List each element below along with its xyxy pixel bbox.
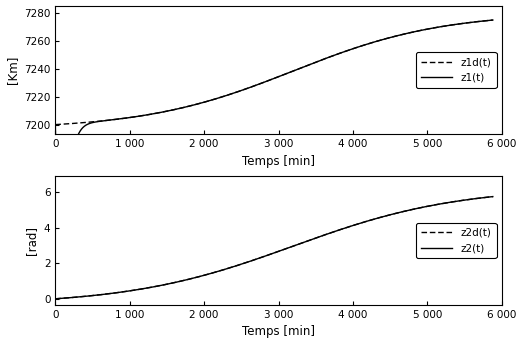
z2d(t)	[240, 262, 246, 266]
z1(t)	[240, 88, 246, 92]
z1d(t)	[455, 22, 461, 26]
Line: z1(t): z1(t)	[55, 20, 493, 264]
z1(t)	[260, 80, 266, 85]
z2d(t)	[52, 297, 58, 301]
X-axis label: Temps [min]: Temps [min]	[242, 155, 315, 168]
X-axis label: Temps [min]: Temps [min]	[242, 325, 315, 338]
z2(t)	[490, 195, 496, 199]
z1(t)	[57, 261, 63, 266]
Y-axis label: [rad]: [rad]	[25, 226, 38, 255]
Line: z2d(t): z2d(t)	[55, 197, 493, 299]
z2d(t)	[490, 195, 496, 199]
z2(t)	[236, 263, 242, 267]
z1d(t)	[240, 88, 246, 92]
z1(t)	[236, 89, 242, 93]
z1d(t)	[260, 80, 266, 85]
z1d(t)	[476, 19, 482, 23]
z1(t)	[52, 122, 58, 127]
z1(t)	[455, 22, 461, 26]
z1(t)	[477, 19, 483, 23]
Legend: z2d(t), z2(t): z2d(t), z2(t)	[416, 223, 496, 258]
z2(t)	[370, 217, 376, 222]
Legend: z1d(t), z1(t): z1d(t), z1(t)	[416, 52, 496, 88]
z2d(t)	[260, 255, 266, 259]
z2d(t)	[370, 217, 376, 222]
z2(t)	[52, 297, 58, 301]
z1(t)	[490, 18, 496, 22]
z2d(t)	[236, 263, 242, 267]
Y-axis label: [Km]: [Km]	[6, 56, 19, 84]
z1d(t)	[490, 18, 496, 22]
z2(t)	[476, 196, 482, 200]
Line: z1d(t): z1d(t)	[55, 20, 493, 125]
z1d(t)	[52, 122, 58, 127]
z1d(t)	[370, 40, 376, 44]
z2(t)	[240, 262, 246, 266]
z1d(t)	[236, 89, 242, 93]
z2(t)	[455, 199, 461, 203]
z2(t)	[260, 255, 266, 259]
Line: z2(t): z2(t)	[55, 197, 493, 299]
z1(t)	[370, 40, 376, 44]
z2d(t)	[455, 199, 461, 203]
z2d(t)	[476, 196, 482, 200]
